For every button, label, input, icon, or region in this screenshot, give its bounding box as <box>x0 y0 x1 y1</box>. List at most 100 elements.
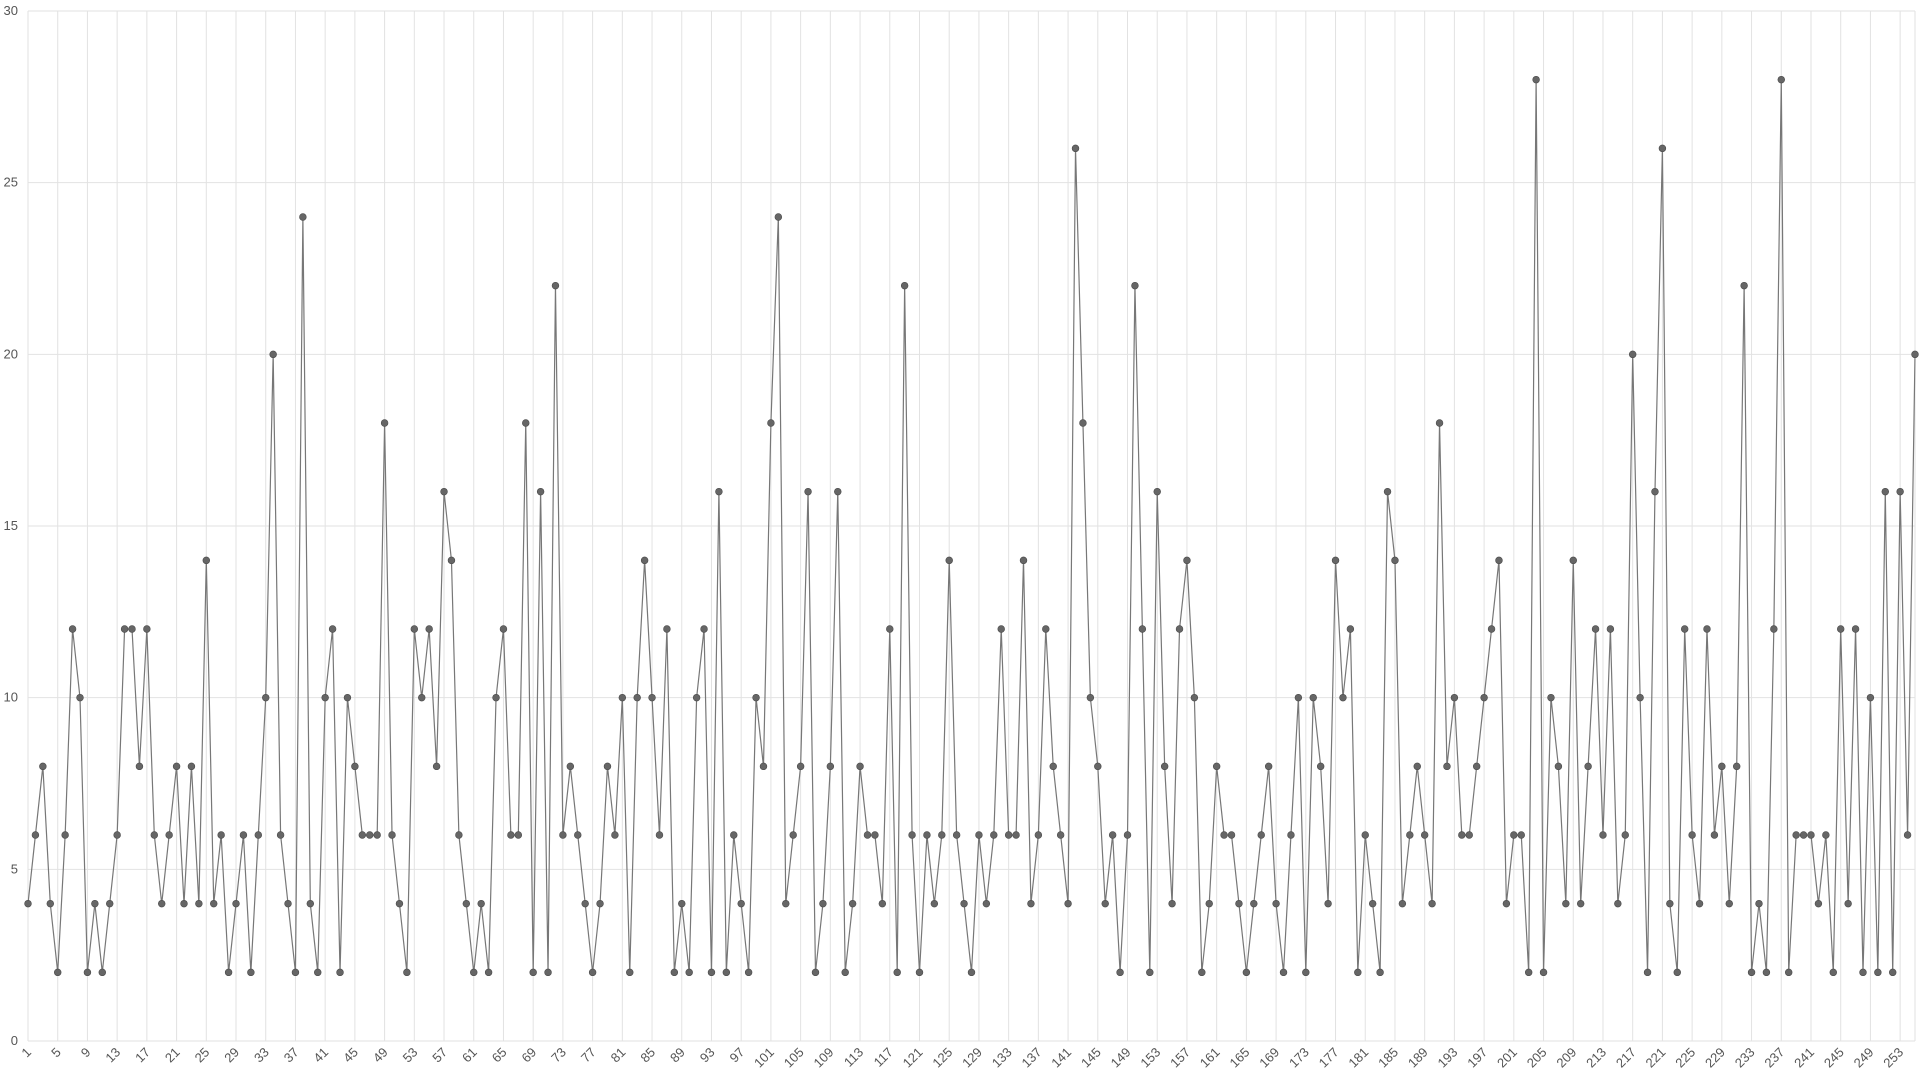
data-point <box>863 831 872 839</box>
data-point <box>1398 899 1407 908</box>
data-point <box>819 899 827 908</box>
x-tick-label: 237 <box>1761 1045 1787 1071</box>
data-point <box>120 625 129 633</box>
data-point <box>1138 625 1147 633</box>
x-tick-label: 1 <box>18 1045 34 1061</box>
y-tick-label: 25 <box>4 175 18 190</box>
data-point <box>990 831 998 839</box>
data-point <box>774 213 783 221</box>
data-point <box>1680 625 1689 633</box>
data-point <box>1250 899 1258 908</box>
data-point <box>1628 350 1637 359</box>
data-point <box>1777 75 1785 84</box>
data-point <box>1212 762 1221 771</box>
data-point <box>299 213 307 221</box>
data-point <box>1108 831 1117 839</box>
x-tick-label: 185 <box>1375 1045 1401 1071</box>
x-tick-label: 161 <box>1197 1045 1223 1071</box>
x-tick-label: 253 <box>1880 1045 1906 1071</box>
data-point <box>574 831 582 839</box>
data-point <box>135 762 144 771</box>
data-point <box>1903 831 1912 839</box>
data-point <box>759 762 768 771</box>
x-tick-label: 137 <box>1019 1045 1045 1071</box>
data-series <box>24 75 1919 977</box>
data-point <box>351 762 359 771</box>
data-point <box>596 899 604 908</box>
x-tick-label: 41 <box>310 1045 331 1066</box>
data-point <box>328 625 337 633</box>
data-point <box>1725 899 1733 908</box>
x-tick-label: 81 <box>608 1045 629 1066</box>
data-point <box>811 968 820 977</box>
data-point <box>529 968 537 977</box>
data-point <box>1851 625 1860 633</box>
data-point <box>588 968 597 977</box>
x-tick-label: 85 <box>637 1045 658 1066</box>
data-point <box>1614 899 1622 908</box>
data-point <box>1762 968 1771 977</box>
data-point <box>492 693 500 702</box>
data-point <box>1094 762 1102 771</box>
data-point <box>470 968 478 977</box>
data-point <box>633 693 641 702</box>
data-point <box>1710 831 1719 839</box>
data-point <box>1822 831 1830 839</box>
data-point <box>945 556 953 565</box>
data-point <box>76 693 84 702</box>
data-point <box>1859 968 1867 977</box>
data-point <box>1911 350 1919 359</box>
data-point <box>1413 762 1421 771</box>
data-point <box>1673 968 1681 977</box>
data-point <box>1406 831 1414 839</box>
data-point <box>462 899 471 908</box>
data-point <box>1198 968 1206 977</box>
data-point <box>1487 625 1496 633</box>
data-point <box>455 831 463 839</box>
data-point <box>1242 968 1251 977</box>
data-point <box>1004 831 1013 839</box>
x-tick-label: 181 <box>1345 1045 1371 1071</box>
data-point <box>1279 968 1288 977</box>
data-point <box>930 899 939 908</box>
data-point <box>1472 762 1481 771</box>
data-point <box>158 899 166 908</box>
data-point <box>418 693 426 702</box>
data-point <box>1012 831 1020 839</box>
x-tick-label: 213 <box>1583 1045 1609 1071</box>
data-point <box>551 281 560 290</box>
data-point <box>1339 693 1347 702</box>
data-point <box>744 968 753 977</box>
data-point <box>432 762 441 771</box>
data-point <box>1829 968 1837 977</box>
data-point <box>975 831 983 839</box>
data-point <box>1049 762 1057 771</box>
x-tick-label: 89 <box>667 1045 688 1066</box>
data-point <box>1123 831 1132 839</box>
data-point <box>150 831 158 839</box>
data-point <box>915 968 924 977</box>
data-point <box>1391 556 1399 565</box>
data-point <box>1168 899 1176 908</box>
x-tick-label: 49 <box>370 1045 391 1066</box>
data-point <box>581 899 589 908</box>
data-point <box>202 556 210 565</box>
data-point <box>373 831 381 839</box>
x-tick-label: 117 <box>871 1045 896 1070</box>
data-point <box>239 831 248 839</box>
data-point <box>923 831 931 839</box>
data-point <box>1643 968 1652 977</box>
x-tick-label: 229 <box>1702 1045 1728 1071</box>
data-point <box>678 899 686 908</box>
data-point <box>1703 625 1711 633</box>
data-point <box>804 487 812 496</box>
data-point <box>1688 831 1696 839</box>
x-tick-label: 193 <box>1435 1045 1461 1071</box>
x-tick-label: 93 <box>697 1045 718 1066</box>
x-tick-label: 113 <box>841 1045 866 1070</box>
data-point <box>314 968 322 977</box>
data-point <box>960 899 968 908</box>
y-tick-label: 30 <box>4 3 18 18</box>
data-point <box>752 693 760 702</box>
